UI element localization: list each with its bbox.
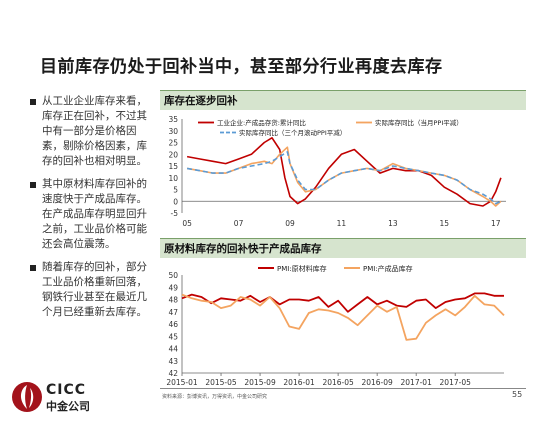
chart1-y-tick: 10 [168, 174, 178, 183]
chart2-series-line-1 [181, 292, 504, 313]
bullet-item-2: 其中原材料库存回补的速度快于产成品库存。在产成品库存明显回升之前，工业品价格可能… [30, 177, 152, 252]
chart2-y-tick: 43 [168, 357, 178, 366]
chart1-y-tick: 0 [173, 197, 178, 206]
chart1-x-tick: 05 [182, 219, 192, 228]
chart2-y-tick: 50 [168, 271, 178, 280]
page-title: 目前库存仍处于回补当中，甚至部分行业再度去库存 [40, 57, 443, 77]
chart2-x-tick: 2017-05 [440, 378, 472, 387]
chart2-legend-label-1: PMI:原材料库存 [277, 264, 327, 273]
chart2-y-tick: 44 [168, 345, 178, 354]
chart1-y-tick: 30 [168, 127, 178, 136]
source-note: 资料来源：彭博资讯，万得资讯，中金公司研究 [162, 394, 268, 400]
bottom-rule [160, 388, 526, 389]
chart1-x-tick: 13 [388, 219, 398, 228]
chart2-x-tick: 2017-01 [401, 378, 433, 387]
logo-text-en: CICC [46, 382, 87, 398]
chart1-y-tick: -5 [171, 209, 179, 218]
chart2-svg: 42 43 44 45 46 47 48 49 50 2015-01 2015-05 2015-09 2… [166, 264, 505, 387]
chart1-x-tick: 09 [285, 219, 295, 228]
chart1-title: 库存在逐步回补 [160, 90, 526, 110]
chart1-y-tick: 5 [173, 186, 178, 195]
chart2-x-tick: 2016-05 [322, 378, 354, 387]
cicc-logo-icon [12, 382, 42, 412]
chart1-legend-label-3: 实际库存同比（三个月滚动PPI平减） [239, 128, 346, 137]
chart1-x-tick: 11 [337, 219, 347, 228]
chart1-x-tick: 17 [491, 219, 501, 228]
chart1-legend-label-2: 实际库存同比（当月PPI平减） [375, 118, 463, 127]
logo-text-cn: 中金公司 [46, 400, 90, 413]
chart2-x-tick: 2016-01 [283, 378, 315, 387]
page-number: 55 [512, 390, 523, 399]
chart2-x-tick: 2015-05 [205, 378, 237, 387]
chart1-series-line-2 [186, 146, 502, 207]
chart2-y-tick: 48 [168, 296, 178, 305]
chart2-x-tick: 2015-09 [244, 378, 276, 387]
bullet-item-3: 随着库存的回补，部分工业品价格重新回落，钢铁行业甚至在最近几个月已经重新去库存。 [30, 260, 152, 320]
chart2-x-tick: 2015-01 [166, 378, 198, 387]
chart1-y-tick: 20 [168, 150, 178, 159]
chart2-y-tick: 42 [168, 369, 178, 378]
chart1-y-tick: 15 [168, 162, 178, 171]
bullet-item-1: 从工业企业库存来看，库存正在回补，不过其中有一部分是价格因素，剔除价格因素，库存… [30, 94, 152, 169]
chart1-series-line-3 [186, 151, 502, 205]
chart2-y-tick: 46 [168, 320, 178, 329]
chart1-series-line-1 [186, 136, 502, 207]
chart2-title: 原材料库存的回补快于产成品库存 [160, 238, 526, 258]
chart2-x-tick: 2016-09 [361, 378, 393, 387]
chart1-x-tick: 15 [440, 219, 450, 228]
chart2-y-tick: 45 [168, 332, 178, 341]
chart1-legend-label-1: 工业企业:产成品存货:累计同比 [217, 118, 306, 127]
chart1-x-tick: 07 [234, 219, 244, 228]
chart2-series-line-2 [181, 293, 505, 341]
chart2-y-tick: 47 [168, 308, 178, 317]
chart2-y-tick: 49 [168, 283, 178, 292]
chart1-y-tick: 25 [168, 139, 178, 148]
chart2-legend-label-2: PMI:产成品库存 [363, 264, 413, 273]
bullet-list: 从工业企业库存来看，库存正在回补，不过其中有一部分是价格因素，剔除价格因素，库存… [30, 94, 152, 328]
chart1-y-tick: 35 [168, 115, 178, 124]
